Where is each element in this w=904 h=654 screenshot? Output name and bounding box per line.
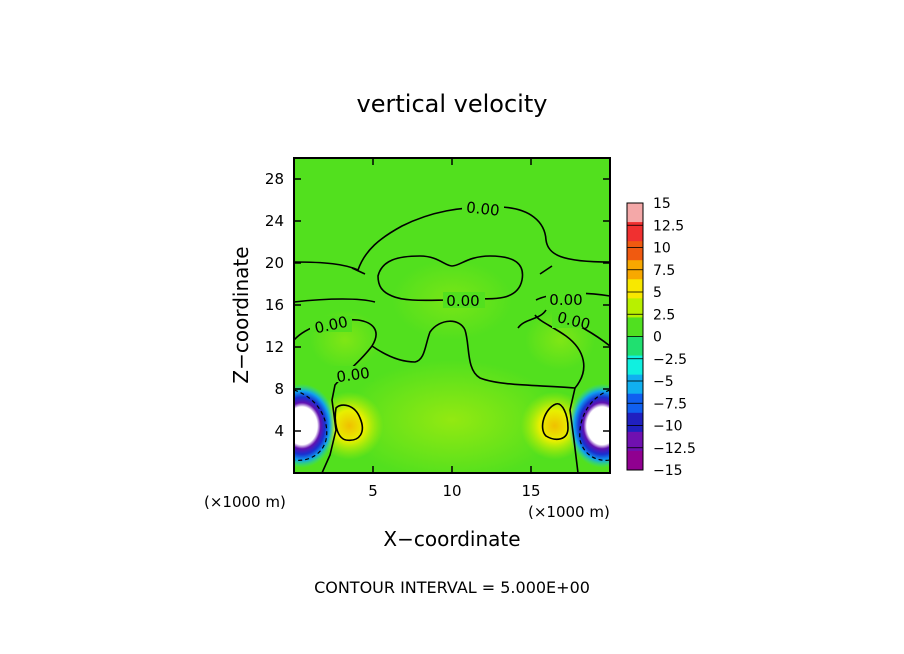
- colorbar-label: −5: [653, 374, 674, 390]
- colorbar-swatch: [627, 317, 643, 337]
- y-axis-label: Z−coordinate: [229, 246, 253, 383]
- contour-label: 0.00: [465, 198, 500, 219]
- x-tick-label: 15: [521, 482, 540, 500]
- x-tick-label: 10: [442, 482, 461, 500]
- contour-label: 0.00: [549, 291, 582, 309]
- contour-line: [351, 267, 366, 275]
- contour-interval-note: CONTOUR INTERVAL = 5.000E+00: [314, 578, 590, 597]
- contour-line: [294, 298, 376, 303]
- colorbar-swatch: [627, 241, 643, 261]
- y-tick-label: 4: [274, 422, 284, 440]
- contour-line: [377, 255, 524, 302]
- colorbar-swatch: [627, 374, 643, 395]
- contour-line: [371, 314, 585, 389]
- colorbar: 15 12.5 10 7.5 5 2.5 0 −2.5 −5 −7.5 −10 −12.5 −15: [626, 196, 696, 479]
- colorbar-swatch: [627, 336, 643, 357]
- contour-line: [334, 404, 364, 442]
- negative-contours: [294, 389, 610, 461]
- colorbar-swatch: [627, 298, 643, 318]
- y-tick-label: 8: [274, 380, 284, 398]
- colorbar-swatch: [627, 450, 643, 471]
- colorbar-label: 15: [653, 196, 671, 212]
- y-tick-label: 16: [265, 296, 284, 314]
- downdraft-core-left: [294, 383, 336, 468]
- colorbar-swatch: [627, 203, 643, 223]
- contour-line: [541, 403, 569, 441]
- colorbar-label: 2.5: [653, 307, 675, 323]
- downdraft-core-right: [568, 383, 610, 468]
- colorbar-label: −12.5: [653, 441, 696, 457]
- chart-title: vertical velocity: [357, 90, 548, 118]
- x-unit-label-right: (×1000 m): [528, 503, 610, 521]
- colorbar-label: 5: [653, 285, 662, 301]
- contour-label: 0.00: [446, 292, 479, 310]
- colorbar-label: −15: [653, 463, 683, 479]
- plot-area: 0.00 0.00 0.00 0.00 0.00 0.00: [294, 158, 610, 473]
- colorbar-swatch: [627, 279, 643, 299]
- colorbar-label: 0: [653, 330, 662, 346]
- colorbar-label: −7.5: [653, 396, 687, 412]
- x-axis-label: X−coordinate: [383, 527, 520, 551]
- colorbar-swatch: [627, 355, 643, 376]
- contour-line: [539, 265, 553, 275]
- x-tick-label: 5: [368, 482, 378, 500]
- x-unit-label-left: (×1000 m): [204, 493, 286, 511]
- contour-line: [569, 387, 579, 473]
- colorbar-swatch: [627, 412, 643, 433]
- contour-line: [517, 309, 547, 329]
- contour-line: [294, 389, 328, 461]
- y-tick-label: 24: [265, 212, 284, 230]
- colorbar-label: 10: [653, 241, 671, 257]
- contour-label: 0.00: [335, 364, 371, 386]
- colorbar-label: 12.5: [653, 218, 684, 234]
- weak-updraft-region: [342, 360, 562, 473]
- y-axis-ticks: 4 8 12 16 20 24 28: [265, 170, 610, 440]
- colorbar-swatch: [627, 222, 643, 242]
- colorbar-label: −2.5: [653, 352, 687, 368]
- x-axis-ticks: 5 10 15: [368, 158, 541, 500]
- colorbar-label: 7.5: [653, 263, 675, 279]
- colorbar-label: −10: [653, 419, 683, 435]
- y-tick-label: 20: [265, 254, 284, 272]
- y-tick-label: 12: [265, 338, 284, 356]
- y-tick-label: 28: [265, 170, 284, 188]
- colorbar-swatch: [627, 431, 643, 452]
